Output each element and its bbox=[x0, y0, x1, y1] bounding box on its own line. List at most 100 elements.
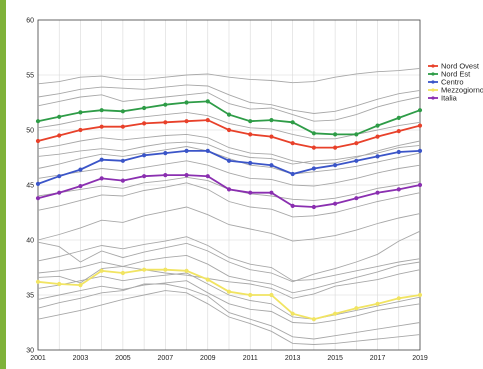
background-series-line bbox=[37, 141, 421, 165]
series-point bbox=[417, 148, 423, 153]
series-point bbox=[57, 174, 62, 179]
series-point bbox=[35, 119, 41, 124]
series-mezzogiorno bbox=[35, 267, 423, 322]
series-point bbox=[269, 118, 274, 123]
series-point bbox=[205, 148, 210, 153]
background-series-group bbox=[37, 67, 421, 345]
gridlines bbox=[37, 19, 421, 351]
series-point bbox=[248, 190, 253, 195]
background-series-line bbox=[37, 160, 421, 187]
series-point bbox=[142, 105, 147, 111]
series-point bbox=[184, 173, 189, 178]
series-point bbox=[248, 119, 253, 124]
background-series-line bbox=[37, 133, 421, 165]
series-point bbox=[354, 306, 359, 311]
series-point bbox=[354, 132, 359, 137]
legend-label: Italia bbox=[441, 94, 458, 103]
series-point bbox=[375, 190, 380, 195]
x-tick-label: 2001 bbox=[30, 355, 46, 362]
series-point bbox=[99, 268, 104, 273]
series-point bbox=[290, 120, 295, 125]
background-series-line bbox=[37, 84, 421, 114]
x-tick-label: 2019 bbox=[412, 355, 428, 362]
background-series-line bbox=[37, 280, 421, 325]
background-series-line bbox=[37, 272, 421, 320]
x-tick-label: 2003 bbox=[73, 355, 89, 362]
series-point bbox=[35, 279, 41, 284]
series-point bbox=[35, 138, 41, 144]
series-point bbox=[163, 102, 168, 107]
series-centro bbox=[35, 148, 423, 186]
legend-label: Mezzogiorno bbox=[441, 86, 483, 95]
series-point bbox=[375, 123, 380, 128]
legend-entry: Nord Ovest bbox=[428, 62, 480, 71]
series-point bbox=[354, 196, 359, 201]
series-point bbox=[375, 134, 380, 139]
background-series-line bbox=[37, 182, 421, 218]
legend-marker bbox=[431, 88, 435, 92]
series-point bbox=[78, 184, 83, 189]
series-point bbox=[184, 100, 189, 105]
series-point bbox=[417, 108, 423, 113]
series-point bbox=[354, 158, 359, 163]
series-point bbox=[248, 160, 253, 166]
series-point bbox=[184, 148, 189, 153]
series-point bbox=[120, 109, 125, 114]
tick-labels: 30 35 40 45 50 55 60 2001 2003 2005 2007 2009 2011 20… bbox=[26, 18, 428, 363]
series-point bbox=[417, 123, 423, 128]
series-point bbox=[120, 270, 125, 276]
series-point bbox=[142, 121, 147, 126]
background-series-line bbox=[37, 230, 421, 283]
series-point bbox=[375, 301, 380, 306]
series-point bbox=[375, 154, 380, 159]
decorative-left-stripe bbox=[0, 0, 6, 369]
series-point bbox=[99, 176, 104, 181]
series-point bbox=[226, 127, 232, 133]
series-point bbox=[290, 203, 295, 208]
background-series-line bbox=[37, 146, 421, 175]
series-point bbox=[333, 201, 338, 206]
series-point bbox=[311, 317, 316, 322]
y-tick-label: 55 bbox=[26, 73, 34, 80]
series-point bbox=[205, 277, 210, 282]
legend-entry: Centro bbox=[428, 78, 464, 87]
series-nord-est bbox=[35, 99, 423, 137]
series-point bbox=[290, 141, 295, 146]
x-tick-label: 2007 bbox=[158, 355, 174, 362]
series-point bbox=[311, 131, 316, 136]
series-point bbox=[311, 166, 316, 171]
series-point bbox=[205, 99, 210, 104]
legend-entry: Italia bbox=[428, 94, 458, 103]
series-point bbox=[269, 190, 274, 195]
background-series-line bbox=[37, 290, 421, 345]
background-series-line bbox=[37, 206, 421, 242]
background-series-line bbox=[37, 254, 421, 294]
series-point bbox=[269, 134, 274, 139]
series-point bbox=[417, 292, 423, 298]
series-point bbox=[226, 158, 232, 163]
series-point bbox=[396, 187, 401, 192]
series-point bbox=[248, 132, 253, 137]
series-point bbox=[269, 292, 274, 298]
series-point bbox=[184, 268, 189, 273]
background-series-line bbox=[37, 92, 421, 122]
legend-label: Nord Est bbox=[441, 70, 471, 79]
legend-label: Centro bbox=[441, 78, 464, 87]
series-point bbox=[120, 178, 125, 183]
series-point bbox=[396, 149, 401, 155]
series-nord-ovest bbox=[35, 118, 423, 150]
series-point bbox=[35, 196, 41, 201]
series-point bbox=[78, 127, 83, 133]
series-point bbox=[333, 311, 338, 316]
series-point bbox=[57, 190, 62, 195]
series-point bbox=[333, 145, 338, 150]
x-tick-label: 2005 bbox=[115, 355, 131, 362]
legend-marker bbox=[431, 96, 435, 100]
background-series-line bbox=[37, 236, 421, 282]
series-point bbox=[396, 115, 401, 121]
legend-entry: Mezzogiorno bbox=[428, 86, 483, 95]
series-point bbox=[311, 204, 316, 210]
